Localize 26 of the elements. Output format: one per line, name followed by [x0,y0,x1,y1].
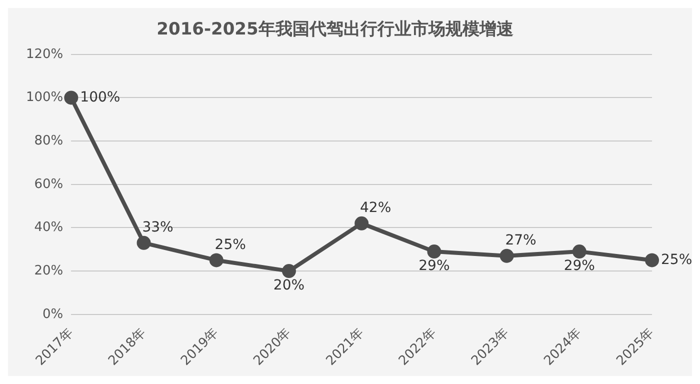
data-label: 20% [273,278,305,294]
y-tick-label: 20% [34,263,64,278]
chart-title: 2016-2025年我国代驾出行行业市场规模增速 [156,20,514,40]
y-tick-label: 0% [42,306,64,322]
point [572,244,586,259]
data-label: 25% [661,252,692,268]
data-label: 27% [505,232,536,249]
point [427,244,442,259]
point [209,253,224,268]
data-label: 29% [418,258,450,274]
point [282,264,296,278]
y-tick-label: 100% [26,90,64,106]
point [500,248,514,263]
data-label: 33% [142,220,174,236]
data-label: 25% [214,236,246,253]
point [354,216,369,230]
y-tick-label: 80% [34,133,64,148]
y-tick-label: 40% [34,220,64,236]
data-label: 42% [360,200,392,216]
y-tick-label: 120% [26,46,64,62]
data-label: 100% [80,89,120,106]
point [645,253,659,268]
point [64,90,78,105]
y-tick-label: 60% [34,176,64,192]
data-label: 29% [564,258,595,274]
point [136,236,151,250]
